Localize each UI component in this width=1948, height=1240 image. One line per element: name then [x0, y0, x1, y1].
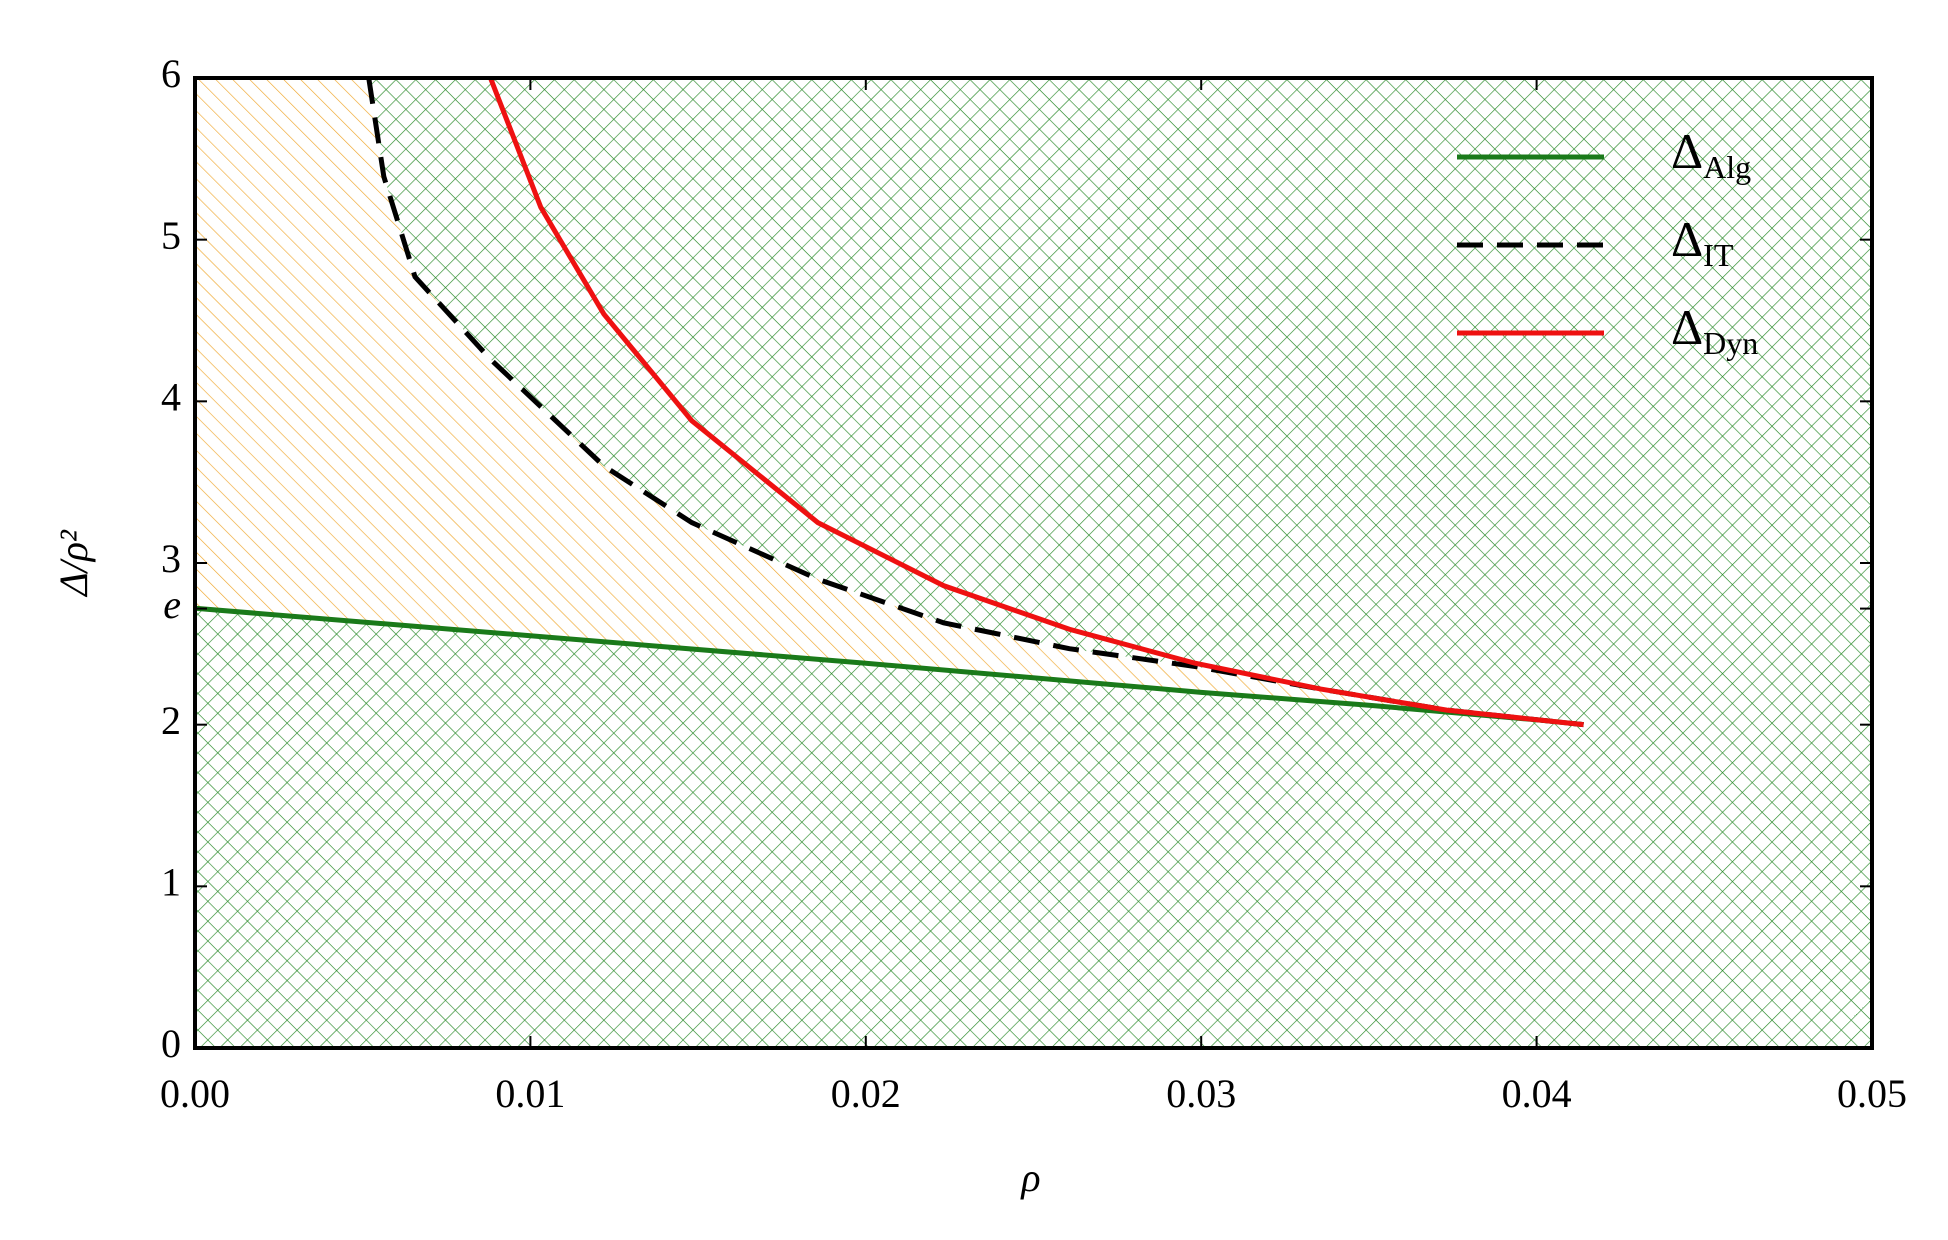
series-line [488, 77, 1584, 728]
y-tick-label: 3 [161, 536, 181, 581]
x-tick-label: 0.00 [160, 1071, 230, 1116]
x-axis-label: ρ [1019, 1155, 1040, 1200]
y-tick-label: 5 [161, 213, 181, 258]
y-tick-label: 4 [161, 375, 181, 420]
legend-label: ΔIT [1671, 211, 1734, 273]
legend-label: ΔDyn [1671, 299, 1758, 361]
region-hatch [195, 78, 1584, 725]
y-tick-label: 1 [161, 860, 181, 905]
x-tick-label: 0.04 [1502, 1071, 1572, 1116]
x-tick-label: 0.01 [495, 1071, 565, 1116]
x-tick-label: 0.05 [1837, 1071, 1907, 1116]
y-tick-label: 2 [161, 698, 181, 743]
y-tick-label: e [163, 582, 181, 627]
x-tick-label: 0.02 [831, 1071, 901, 1116]
y-axis-label: Δ/ρ² [51, 529, 96, 598]
y-tick-label: 0 [161, 1021, 181, 1066]
series-line [366, 77, 1584, 728]
x-tick-label: 0.03 [1166, 1071, 1236, 1116]
y-tick-label: 6 [161, 51, 181, 96]
legend-label: ΔAlg [1671, 123, 1751, 185]
